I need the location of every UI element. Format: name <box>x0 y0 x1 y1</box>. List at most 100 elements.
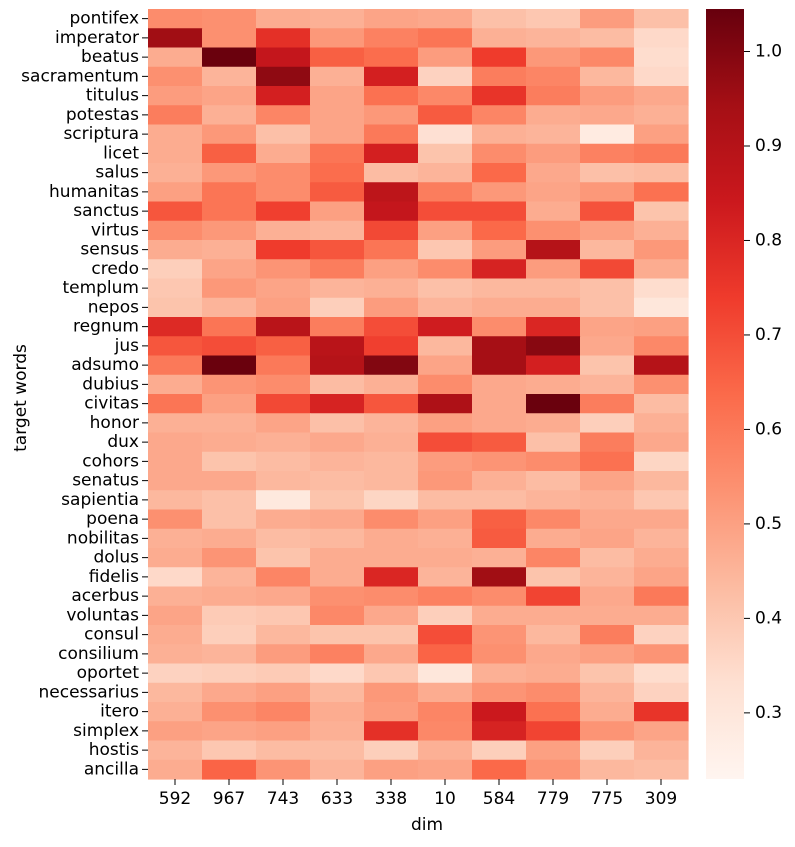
heatmap-cell <box>364 721 419 742</box>
y-tick-label: scriptura <box>63 124 139 144</box>
y-tick-label: dolus <box>93 548 139 568</box>
y-tick-label: ancilla <box>84 759 139 779</box>
heatmap-cell <box>418 220 473 241</box>
heatmap-cell <box>256 471 311 491</box>
heatmap-cell <box>148 259 203 280</box>
heatmap-cell <box>418 682 473 703</box>
heatmap-cell <box>580 201 635 222</box>
heatmap-cell <box>364 105 419 126</box>
heatmap-cell <box>364 548 419 568</box>
heatmap-cell <box>418 355 473 376</box>
heatmap-cell <box>148 355 203 376</box>
heatmap-cell <box>148 317 203 337</box>
heatmap-cell <box>634 413 689 434</box>
heatmap-cell <box>202 105 257 126</box>
heatmap-cell <box>148 201 203 222</box>
heatmap-cell <box>148 567 203 588</box>
heatmap-cell <box>634 702 689 722</box>
heatmap-cell <box>364 759 419 780</box>
heatmap-cell <box>202 317 257 337</box>
heatmap-cell <box>202 682 257 703</box>
x-tick-label: 592 <box>159 789 191 809</box>
y-tick-label: fidelis <box>89 567 139 587</box>
heatmap-cell <box>472 355 527 376</box>
heatmap-cell <box>364 9 419 29</box>
heatmap-cell <box>256 355 311 376</box>
heatmap-cell <box>418 201 473 222</box>
heatmap-cell <box>364 66 419 87</box>
heatmap-cell <box>526 663 581 684</box>
heatmap-cell <box>202 663 257 684</box>
heatmap-cell <box>256 374 311 395</box>
heatmap-cell <box>418 317 473 337</box>
y-axis-label: target words <box>11 344 31 452</box>
heatmap-cell <box>526 66 581 87</box>
heatmap-cell <box>418 143 473 164</box>
heatmap-cell <box>364 432 419 453</box>
heatmap-cell <box>472 451 527 472</box>
heatmap-cell <box>526 355 581 376</box>
heatmap-cell <box>310 336 365 357</box>
y-tick-label: cohors <box>82 451 139 471</box>
heatmap-cell <box>526 201 581 222</box>
y-tick-label: virtus <box>91 220 139 240</box>
heatmap-cell <box>472 297 527 318</box>
heatmap-cell <box>202 124 257 145</box>
heatmap-cell <box>580 471 635 491</box>
heatmap-cell <box>526 586 581 607</box>
heatmap-cell <box>148 413 203 434</box>
y-tick-label: pontifex <box>69 9 139 29</box>
colorbar-tick-label: 0.8 <box>755 230 782 250</box>
heatmap-cell <box>472 586 527 607</box>
heatmap-cell <box>580 586 635 607</box>
heatmap-cell <box>364 143 419 164</box>
heatmap-cell <box>472 509 527 530</box>
heatmap-cell <box>580 509 635 530</box>
heatmap-cell <box>526 509 581 530</box>
heatmap-cell <box>256 86 311 106</box>
heatmap-cell <box>256 759 311 780</box>
heatmap-cell <box>364 394 419 414</box>
heatmap-cell <box>364 163 419 183</box>
heatmap-cell <box>256 432 311 453</box>
colorbar-tick-label: 0.9 <box>755 136 782 156</box>
y-tick-label: nepos <box>88 297 139 317</box>
heatmap-cell <box>256 490 311 511</box>
heatmap-cell <box>256 9 311 29</box>
heatmap-cell <box>202 336 257 357</box>
heatmap-cell <box>202 374 257 395</box>
heatmap-cell <box>526 721 581 742</box>
heatmap-cell <box>256 143 311 164</box>
heatmap-cell <box>580 297 635 318</box>
heatmap-cell <box>526 451 581 472</box>
heatmap-cell <box>310 143 365 164</box>
heatmap-cell <box>580 28 635 49</box>
heatmap-cell <box>310 317 365 337</box>
heatmap-cell <box>526 143 581 164</box>
heatmap-cell <box>526 432 581 453</box>
heatmap-cell <box>202 471 257 491</box>
heatmap-cell <box>364 509 419 530</box>
heatmap-cell <box>472 66 527 87</box>
y-tick-label: dux <box>107 432 139 452</box>
heatmap-cell <box>256 163 311 183</box>
heatmap-cell <box>526 413 581 434</box>
heatmap-cell <box>364 567 419 588</box>
heatmap-cell <box>526 336 581 357</box>
heatmap-cell <box>256 124 311 145</box>
heatmap-cell <box>148 471 203 491</box>
heatmap-cell <box>634 66 689 87</box>
heatmap-cell <box>310 432 365 453</box>
heatmap-cell <box>256 451 311 472</box>
heatmap-cell <box>364 240 419 260</box>
heatmap-cell <box>202 740 257 761</box>
heatmap-cell <box>310 740 365 761</box>
heatmap-cell <box>310 47 365 68</box>
heatmap-cell <box>634 220 689 241</box>
x-tick-label: 633 <box>321 789 353 809</box>
heatmap-cell <box>202 28 257 49</box>
x-tick-label: 584 <box>483 789 515 809</box>
heatmap-cell <box>472 490 527 511</box>
heatmap-cell <box>634 644 689 665</box>
